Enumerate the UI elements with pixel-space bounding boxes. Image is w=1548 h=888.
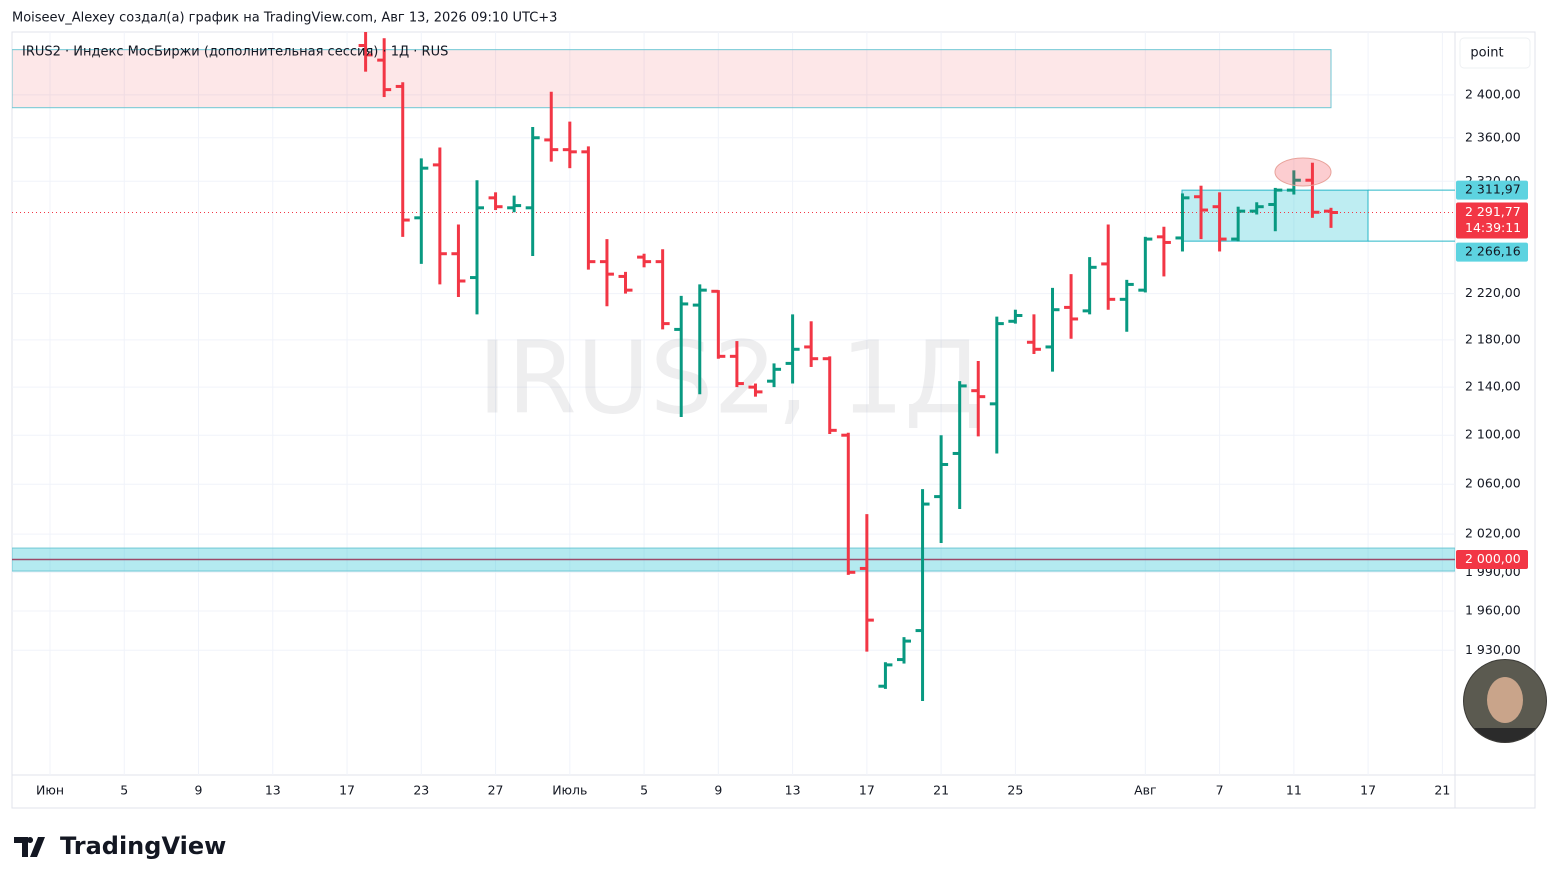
avatar bbox=[1463, 659, 1547, 743]
y-tick-label: 2 360,00 bbox=[1465, 129, 1521, 144]
x-tick-label: 11 bbox=[1286, 783, 1302, 798]
x-tick-label: Июн bbox=[36, 783, 64, 798]
grid bbox=[12, 32, 1455, 775]
x-tick-label: 17 bbox=[859, 783, 875, 798]
y-tick-label: 2 220,00 bbox=[1465, 285, 1521, 300]
last-price-label: 2 291,77 bbox=[1465, 204, 1521, 219]
watermark: IRUS2, 1Д bbox=[478, 319, 983, 436]
chart-frame bbox=[11, 31, 1536, 809]
x-tick-label: Июль bbox=[552, 783, 587, 798]
y-tick-label: 2 100,00 bbox=[1465, 427, 1521, 442]
x-tick-label: 23 bbox=[413, 783, 429, 798]
x-tick-label: 21 bbox=[933, 783, 949, 798]
x-tick-label: Авг bbox=[1134, 783, 1157, 798]
range-top-label-bg bbox=[1456, 180, 1528, 200]
bars bbox=[358, 32, 1338, 701]
x-tick-label: 17 bbox=[339, 783, 355, 798]
y-tick-label: 2 060,00 bbox=[1465, 476, 1521, 491]
last-price-bg bbox=[1456, 202, 1528, 239]
range-top-label: 2 311,97 bbox=[1465, 182, 1521, 197]
price-axis: 2 400,002 360,002 320,002 220,002 180,00… bbox=[1456, 86, 1528, 657]
header: Moiseev_Alexey создал(а) график на Tradi… bbox=[12, 11, 557, 26]
x-tick-label: 13 bbox=[785, 783, 801, 798]
highlight-ellipse bbox=[1274, 157, 1332, 187]
y-tick-label: 2 180,00 bbox=[1465, 331, 1521, 346]
x-tick-label: 27 bbox=[488, 783, 504, 798]
support-level-label: 2 000,00 bbox=[1465, 551, 1521, 566]
x-tick-label: 25 bbox=[1007, 783, 1023, 798]
y-tick-label: 2 140,00 bbox=[1465, 379, 1521, 394]
y-tick-label: 2 020,00 bbox=[1465, 526, 1521, 541]
scale-button[interactable] bbox=[1459, 37, 1531, 69]
x-tick-label: 5 bbox=[640, 783, 648, 798]
x-tick-label: 9 bbox=[714, 783, 722, 798]
countdown: 14:39:11 bbox=[1465, 220, 1521, 235]
support-level-label-bg bbox=[1456, 550, 1528, 570]
range-bottom-label-bg bbox=[1456, 242, 1528, 262]
y-tick-label: 1 930,00 bbox=[1465, 642, 1521, 657]
chart-title: IRUS2 · Индекс МосБиржи (дополнительная … bbox=[22, 45, 448, 60]
x-tick-label: 5 bbox=[120, 783, 128, 798]
range-bottom-label: 2 266,16 bbox=[1465, 244, 1521, 259]
x-tick-label: 9 bbox=[195, 783, 203, 798]
drawings bbox=[12, 49, 1455, 572]
y-tick-label: 1 960,00 bbox=[1465, 603, 1521, 618]
y-tick-label: 2 400,00 bbox=[1465, 86, 1521, 101]
brand-logo: TradingView bbox=[14, 832, 226, 860]
x-tick-label: 21 bbox=[1434, 783, 1450, 798]
x-tick-label: 17 bbox=[1360, 783, 1376, 798]
scale-button-label[interactable]: point bbox=[1470, 46, 1503, 61]
resistance-zone bbox=[12, 49, 1332, 109]
x-tick-label: 13 bbox=[265, 783, 281, 798]
x-tick-label: 7 bbox=[1216, 783, 1224, 798]
brand: TradingView bbox=[60, 832, 226, 860]
